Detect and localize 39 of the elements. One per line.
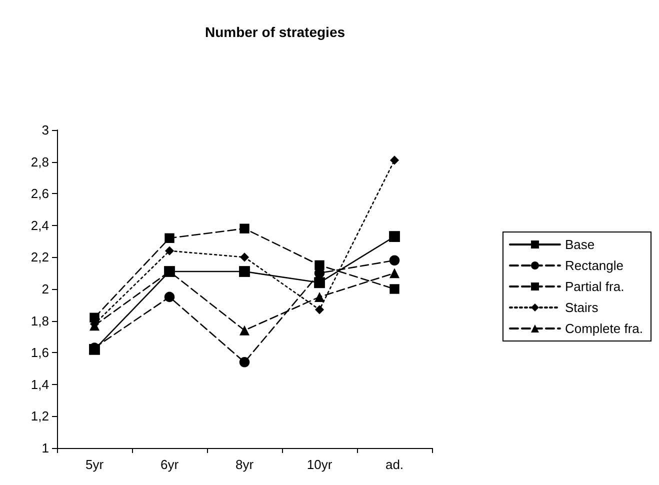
- point: [390, 156, 400, 165]
- x-tick-label: 6yr: [160, 457, 180, 472]
- point: [314, 260, 324, 270]
- y-tick-label: 1,4: [30, 376, 49, 392]
- point: [390, 268, 400, 278]
- legend-label: Complete fra.: [564, 321, 644, 336]
- y-tick-label: 2,6: [30, 186, 49, 202]
- point: [390, 284, 400, 294]
- legend-label: Rectangle: [564, 258, 624, 273]
- point: [314, 277, 325, 288]
- point: [389, 255, 400, 266]
- point: [164, 233, 174, 243]
- y-tick-label: 1,8: [30, 313, 49, 328]
- point: [314, 292, 324, 302]
- point: [164, 292, 175, 302]
- point: [240, 325, 250, 336]
- y-tick-label: 1: [42, 440, 49, 456]
- point: [164, 246, 174, 256]
- point: [239, 356, 250, 368]
- y-tick-label: 1,2: [30, 408, 49, 424]
- legend-label: Stairs: [564, 300, 599, 315]
- y-tick-label: 2,8: [30, 154, 49, 170]
- x-tick-label: ad.: [385, 457, 404, 472]
- y-tick-label: 2,4: [30, 218, 49, 233]
- y-tick-label: 1,6: [30, 345, 49, 360]
- y-tick-label: 3: [42, 122, 49, 138]
- point: [239, 266, 250, 277]
- point: [314, 305, 324, 314]
- chart-title: Number of strategies: [204, 24, 346, 40]
- point: [389, 231, 400, 242]
- legend-label: Base: [564, 237, 595, 252]
- point: [240, 252, 250, 262]
- x-tick-label: 5yr: [85, 457, 104, 472]
- legend-label: Partial fra.: [564, 279, 624, 294]
- y-tick-label: 2: [42, 282, 49, 296]
- x-tick-label: 10yr: [306, 457, 333, 472]
- y-tick-label: 2,2: [30, 250, 49, 265]
- point: [240, 224, 250, 234]
- x-tick-label: 8yr: [235, 457, 254, 472]
